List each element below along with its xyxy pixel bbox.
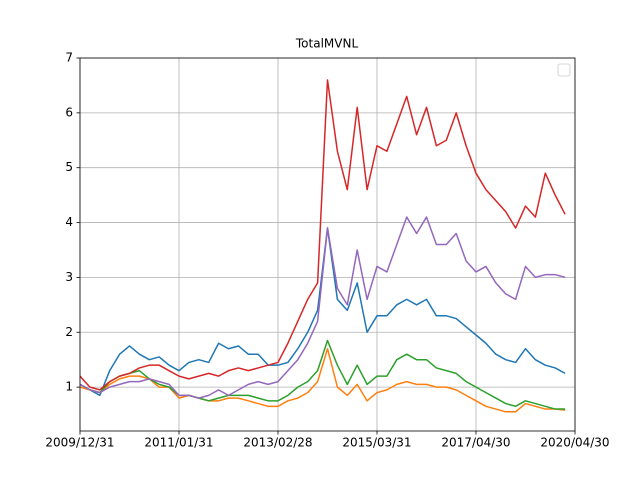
line-series — [79, 216, 566, 399]
x-tick-label: 2009/12/31 — [45, 436, 114, 450]
y-tick-label: 2 — [65, 325, 73, 339]
legend-box — [557, 63, 571, 77]
y-tick-label: 5 — [65, 160, 73, 174]
x-tick-label: 2011/01/31 — [144, 436, 213, 450]
y-tick-label: 4 — [65, 215, 73, 229]
y-tick-label: 1 — [65, 380, 73, 394]
y-tick-label: 7 — [65, 51, 73, 65]
line-series — [79, 339, 566, 410]
line-series — [79, 79, 566, 391]
x-tick-label: 2013/02/28 — [243, 436, 312, 450]
chart-title: TotalMVNL — [295, 37, 359, 51]
x-tick-label: 2015/03/31 — [342, 436, 411, 450]
x-tick-label: 2020/04/30 — [540, 436, 609, 450]
y-tick-label: 3 — [65, 270, 73, 284]
y-tick-label: 6 — [65, 105, 73, 119]
line-series — [79, 347, 566, 413]
x-tick-label: 2017/04/30 — [441, 436, 510, 450]
axes-frame — [79, 57, 576, 432]
